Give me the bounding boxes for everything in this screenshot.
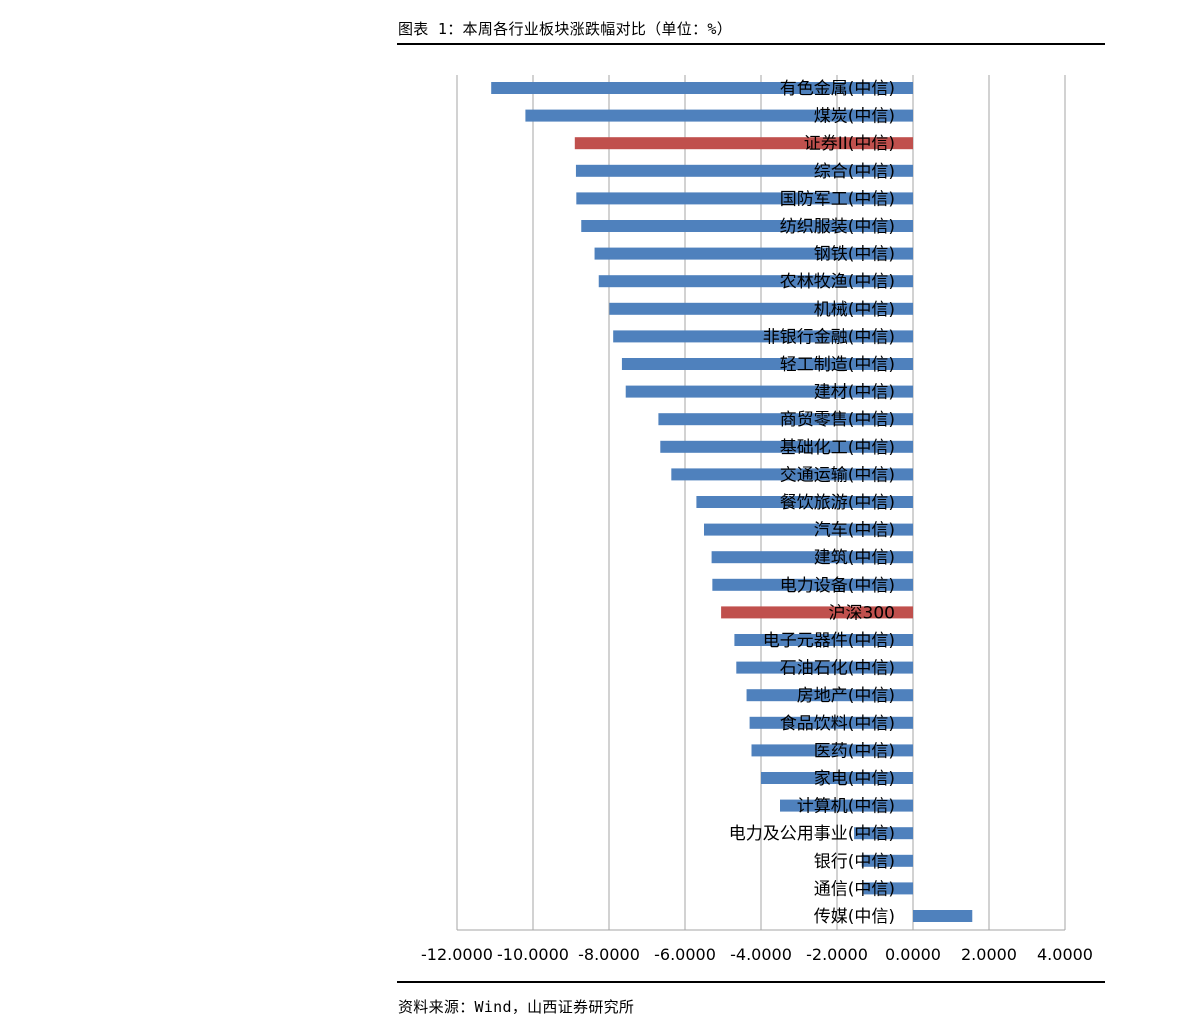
bar: [671, 468, 913, 481]
category-label: 计算机(中信): [797, 797, 895, 817]
bar: [913, 910, 973, 922]
bar: [863, 882, 913, 895]
bar: [749, 716, 913, 729]
bar: [613, 330, 913, 343]
category-label: 有色金属(中信): [780, 79, 895, 99]
category-label: 电力设备(中信): [780, 576, 895, 596]
category-label: 建筑(中信): [814, 548, 895, 568]
category-label: 医药(中信): [814, 741, 895, 761]
category-label: 钢铁(中信): [814, 245, 895, 265]
category-label: 传媒(中信): [814, 907, 895, 927]
bar: [734, 634, 913, 646]
category-label: 沪深300: [829, 603, 895, 623]
category-label: 纺织服装(中信): [780, 217, 895, 237]
category-label: 电子元器件(中信): [763, 631, 895, 651]
category-label: 基础化工(中信): [780, 438, 895, 458]
x-tick-label: -4.0000: [730, 945, 792, 964]
x-tick-label: -12.0000: [421, 945, 493, 964]
category-labels: 有色金属(中信) 煤炭(中信) 证券II(中信) 综合(中信) 国防军工(中信) 纺织服装…: [729, 79, 895, 927]
category-label: 电力及公用事业(中信): [729, 824, 895, 844]
source-rule: [397, 981, 1105, 983]
category-label: 建材(中信): [814, 383, 895, 403]
bar: [736, 661, 913, 674]
bar: [861, 854, 913, 867]
x-tick-label: -2.0000: [806, 945, 868, 964]
x-tick-label: -10.0000: [497, 945, 569, 964]
category-label: 轻工制造(中信): [780, 355, 895, 375]
category-label: 煤炭(中信): [814, 107, 895, 127]
bar: [594, 247, 913, 260]
caption-rule: [397, 43, 1105, 45]
category-label: 餐饮旅游(中信): [780, 493, 895, 513]
bar: [721, 606, 913, 619]
figure-caption: 图表 1：本周各行业板块涨跌幅对比（单位：%）: [398, 20, 732, 38]
bar: [491, 82, 913, 94]
bar: [660, 440, 913, 453]
source-note: 资料来源：Wind，山西证券研究所: [398, 998, 635, 1016]
bar: [711, 551, 913, 564]
category-label: 商贸零售(中信): [780, 410, 895, 430]
bar: [761, 772, 913, 784]
x-tick-label: -6.0000: [654, 945, 716, 964]
category-label: 农林牧渔(中信): [780, 272, 895, 292]
bar: [621, 358, 913, 370]
bar: [704, 523, 913, 536]
x-tick-label: 0.0000: [885, 945, 941, 964]
bar: [658, 413, 913, 426]
category-label: 证券II(中信): [804, 134, 895, 154]
category-label: 石油石化(中信): [780, 659, 895, 679]
bar: [746, 689, 913, 702]
x-tick-label: 4.0000: [1037, 945, 1093, 964]
bar: [598, 275, 913, 288]
x-tick-labels: -12.0000 -10.0000 -8.0000 -6.0000 -4.0000 -2.…: [421, 945, 1093, 964]
category-label: 机械(中信): [814, 300, 895, 320]
bar: [525, 109, 913, 122]
category-label: 综合(中信): [814, 162, 895, 182]
category-label: 食品饮料(中信): [780, 714, 895, 734]
category-label: 汽车(中信): [814, 521, 895, 541]
x-tick-label: -8.0000: [578, 945, 640, 964]
bar: [581, 220, 913, 232]
bar: [780, 799, 913, 812]
bars: [491, 82, 973, 922]
category-label: 家电(中信): [814, 769, 895, 789]
bar: [712, 578, 913, 591]
category-label: 交通运输(中信): [780, 465, 895, 485]
bar: [609, 302, 913, 315]
bar: [696, 496, 913, 508]
category-label: 非银行金融(中信): [763, 327, 895, 347]
category-label: 通信(中信): [814, 879, 895, 899]
category-label: 房地产(中信): [797, 686, 895, 706]
bar: [751, 744, 913, 757]
bar: [854, 827, 913, 840]
bar: [576, 192, 913, 205]
x-tick-label: 2.0000: [961, 945, 1017, 964]
category-label: 国防军工(中信): [780, 189, 895, 209]
category-label: 银行(中信): [814, 852, 895, 872]
bar: [574, 137, 913, 150]
bar: [575, 164, 913, 177]
bar: [625, 385, 913, 398]
